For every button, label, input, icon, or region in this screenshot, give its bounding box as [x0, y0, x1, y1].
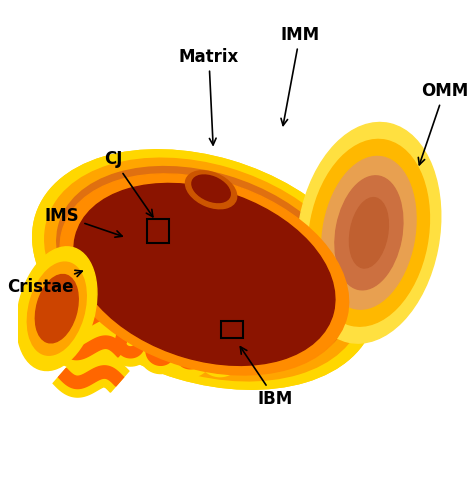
Polygon shape	[194, 205, 269, 249]
Polygon shape	[55, 277, 127, 301]
Text: Cristae: Cristae	[7, 270, 82, 296]
Ellipse shape	[74, 184, 335, 365]
Polygon shape	[259, 276, 288, 352]
Polygon shape	[198, 275, 246, 377]
Text: IMS: IMS	[45, 207, 122, 237]
Polygon shape	[55, 307, 127, 330]
Ellipse shape	[297, 122, 441, 343]
Ellipse shape	[185, 171, 237, 209]
Ellipse shape	[336, 177, 402, 289]
Ellipse shape	[322, 156, 416, 309]
Ellipse shape	[298, 124, 439, 342]
Polygon shape	[201, 207, 265, 241]
Polygon shape	[116, 257, 155, 358]
Ellipse shape	[60, 174, 349, 375]
Polygon shape	[233, 277, 264, 362]
Polygon shape	[49, 298, 133, 339]
Ellipse shape	[33, 150, 376, 389]
Polygon shape	[225, 214, 294, 252]
Text: IBM: IBM	[240, 347, 293, 408]
Ellipse shape	[68, 174, 341, 365]
Polygon shape	[232, 216, 290, 245]
Ellipse shape	[68, 174, 341, 365]
Ellipse shape	[310, 141, 428, 325]
Ellipse shape	[81, 183, 328, 356]
Polygon shape	[51, 328, 131, 368]
Ellipse shape	[57, 167, 352, 372]
Ellipse shape	[309, 140, 429, 326]
Polygon shape	[109, 255, 163, 366]
Polygon shape	[168, 270, 219, 377]
Bar	[147, 219, 169, 243]
Ellipse shape	[27, 262, 86, 355]
Ellipse shape	[349, 198, 388, 268]
Ellipse shape	[57, 167, 352, 372]
Ellipse shape	[33, 150, 376, 389]
Polygon shape	[138, 263, 190, 374]
Polygon shape	[261, 222, 311, 247]
Ellipse shape	[45, 158, 364, 381]
Polygon shape	[53, 357, 129, 397]
Text: OMM: OMM	[419, 82, 468, 165]
Ellipse shape	[323, 158, 415, 308]
Polygon shape	[176, 271, 211, 369]
Polygon shape	[49, 239, 133, 281]
Ellipse shape	[17, 247, 97, 371]
Ellipse shape	[45, 158, 364, 381]
Polygon shape	[146, 264, 182, 365]
Polygon shape	[205, 276, 239, 368]
Ellipse shape	[81, 183, 328, 356]
Polygon shape	[49, 268, 133, 310]
Ellipse shape	[36, 275, 78, 343]
Ellipse shape	[192, 175, 230, 202]
Text: IMM: IMM	[281, 26, 319, 125]
Ellipse shape	[335, 176, 403, 290]
Polygon shape	[254, 219, 316, 254]
Text: Matrix: Matrix	[179, 48, 239, 145]
Text: CJ: CJ	[104, 150, 153, 217]
Ellipse shape	[350, 199, 387, 267]
Polygon shape	[56, 336, 126, 360]
Polygon shape	[226, 276, 272, 371]
Polygon shape	[58, 366, 124, 389]
Bar	[221, 321, 243, 338]
Polygon shape	[55, 248, 127, 272]
Polygon shape	[251, 276, 295, 360]
